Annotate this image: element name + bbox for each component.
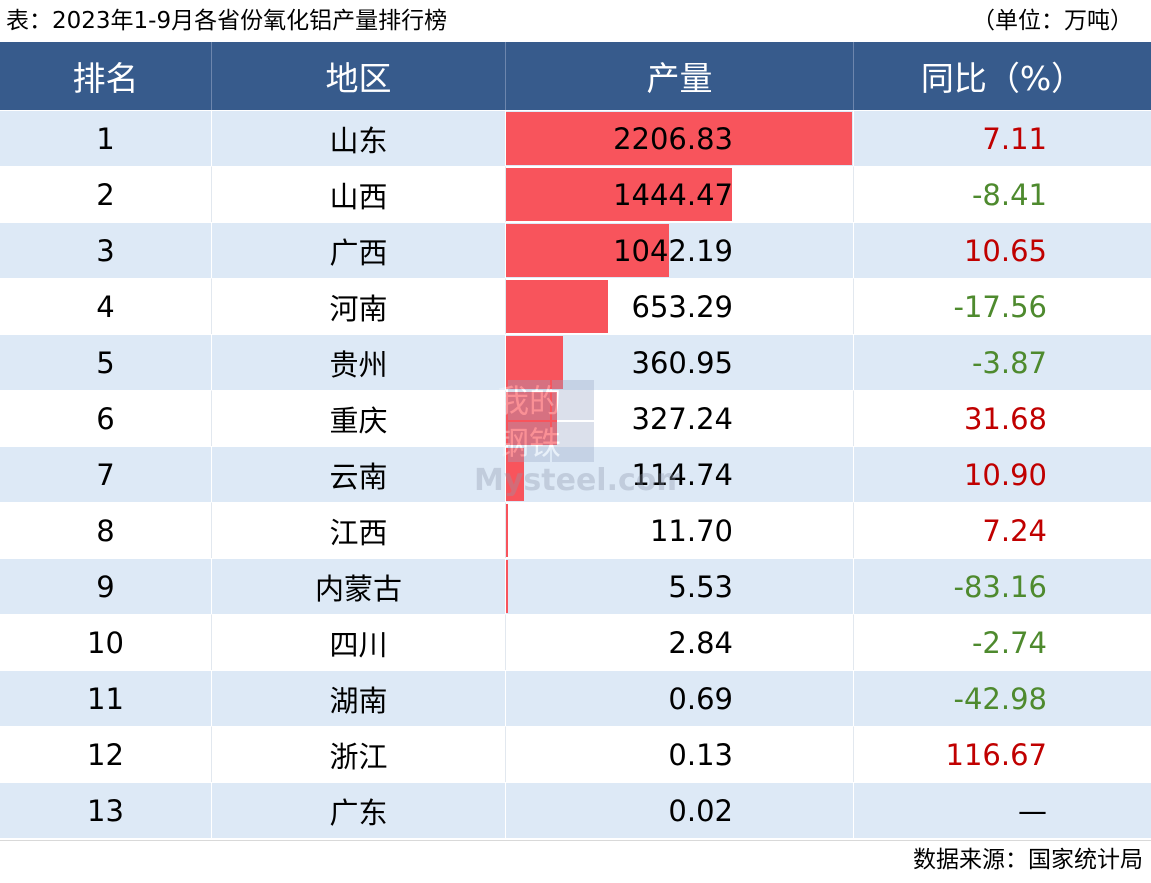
yoy-cell: 116.67 bbox=[854, 726, 1151, 782]
volume-value: 1444.47 bbox=[613, 177, 733, 212]
rank-cell: 9 bbox=[0, 558, 212, 614]
header-rank: 排名 bbox=[0, 42, 212, 110]
volume-bar bbox=[506, 112, 852, 165]
yoy-cell: 7.11 bbox=[854, 110, 1151, 166]
rank-cell: 12 bbox=[0, 726, 212, 782]
yoy-cell: 7.24 bbox=[854, 502, 1151, 558]
rank-cell: 11 bbox=[0, 670, 212, 726]
rank-cell: 1 bbox=[0, 110, 212, 166]
volume-cell: 0.69 bbox=[506, 670, 854, 726]
volume-bar bbox=[506, 392, 558, 445]
table-row: 3 广西 1042.19 10.65 bbox=[0, 222, 1151, 278]
yoy-cell: -42.98 bbox=[854, 670, 1151, 726]
yoy-cell: -17.56 bbox=[854, 278, 1151, 334]
yoy-cell: 10.65 bbox=[854, 222, 1151, 278]
region-cell: 四川 bbox=[212, 614, 506, 670]
volume-value: 0.13 bbox=[668, 737, 733, 772]
volume-bar bbox=[506, 560, 508, 613]
table-row: 6 重庆 327.24 31.68 bbox=[0, 390, 1151, 446]
rank-cell: 3 bbox=[0, 222, 212, 278]
volume-cell: 327.24 bbox=[506, 390, 854, 446]
yoy-cell: -2.74 bbox=[854, 614, 1151, 670]
header-row: 排名 地区 产量 同比（%） bbox=[0, 42, 1151, 110]
header-volume: 产量 bbox=[506, 42, 854, 110]
volume-cell: 5.53 bbox=[506, 558, 854, 614]
volume-cell: 1042.19 bbox=[506, 222, 854, 278]
volume-cell: 0.13 bbox=[506, 726, 854, 782]
volume-bar bbox=[506, 448, 524, 501]
ranking-table: 排名 地区 产量 同比（%） 1 山东 2206.83 7.11 2 山西 1444.47 -… bbox=[0, 42, 1151, 838]
table-row: 12 浙江 0.13 116.67 bbox=[0, 726, 1151, 782]
volume-value: 0.69 bbox=[668, 681, 733, 716]
yoy-cell: 10.90 bbox=[854, 446, 1151, 502]
region-cell: 浙江 bbox=[212, 726, 506, 782]
volume-value: 0.02 bbox=[668, 793, 733, 828]
volume-bar bbox=[506, 504, 508, 557]
rank-cell: 8 bbox=[0, 502, 212, 558]
region-cell: 广东 bbox=[212, 782, 506, 838]
data-source: 数据来源：国家统计局 bbox=[913, 847, 1143, 873]
rank-cell: 7 bbox=[0, 446, 212, 502]
volume-cell: 360.95 bbox=[506, 334, 854, 390]
table-row: 10 四川 2.84 -2.74 bbox=[0, 614, 1151, 670]
table-row: 7 云南 114.74 10.90 bbox=[0, 446, 1151, 502]
table-row: 5 贵州 360.95 -3.87 bbox=[0, 334, 1151, 390]
volume-value: 11.70 bbox=[649, 513, 733, 548]
volume-value: 2.84 bbox=[668, 625, 733, 660]
yoy-cell: -3.87 bbox=[854, 334, 1151, 390]
rank-cell: 5 bbox=[0, 334, 212, 390]
volume-value: 1042.19 bbox=[613, 233, 733, 268]
rank-cell: 10 bbox=[0, 614, 212, 670]
volume-cell: 11.70 bbox=[506, 502, 854, 558]
volume-bar bbox=[506, 224, 670, 277]
region-cell: 山西 bbox=[212, 166, 506, 222]
table-row: 11 湖南 0.69 -42.98 bbox=[0, 670, 1151, 726]
region-cell: 湖南 bbox=[212, 670, 506, 726]
footer-divider bbox=[0, 840, 1151, 841]
table-row: 1 山东 2206.83 7.11 bbox=[0, 110, 1151, 166]
yoy-cell: — bbox=[854, 782, 1151, 838]
region-cell: 江西 bbox=[212, 502, 506, 558]
rank-cell: 6 bbox=[0, 390, 212, 446]
volume-cell: 2206.83 bbox=[506, 110, 854, 166]
table-title: 表：2023年1-9月各省份氧化铝产量排行榜 bbox=[6, 8, 448, 34]
region-cell: 内蒙古 bbox=[212, 558, 506, 614]
region-cell: 贵州 bbox=[212, 334, 506, 390]
volume-cell: 1444.47 bbox=[506, 166, 854, 222]
table-row: 13 广东 0.02 — bbox=[0, 782, 1151, 838]
region-cell: 重庆 bbox=[212, 390, 506, 446]
volume-bar bbox=[506, 336, 563, 389]
volume-cell: 0.02 bbox=[506, 782, 854, 838]
volume-value: 360.95 bbox=[631, 345, 733, 380]
volume-bar bbox=[506, 280, 609, 333]
volume-value: 653.29 bbox=[631, 289, 733, 324]
yoy-cell: -8.41 bbox=[854, 166, 1151, 222]
volume-cell: 653.29 bbox=[506, 278, 854, 334]
rank-cell: 13 bbox=[0, 782, 212, 838]
volume-bar bbox=[506, 168, 733, 221]
region-cell: 河南 bbox=[212, 278, 506, 334]
yoy-cell: -83.16 bbox=[854, 558, 1151, 614]
rank-cell: 2 bbox=[0, 166, 212, 222]
header-yoy: 同比（%） bbox=[854, 42, 1151, 110]
volume-value: 114.74 bbox=[631, 457, 733, 492]
unit-label: （单位：万吨） bbox=[972, 8, 1133, 34]
table-row: 4 河南 653.29 -17.56 bbox=[0, 278, 1151, 334]
table-row: 2 山西 1444.47 -8.41 bbox=[0, 166, 1151, 222]
table-row: 8 江西 11.70 7.24 bbox=[0, 502, 1151, 558]
region-cell: 广西 bbox=[212, 222, 506, 278]
volume-value: 5.53 bbox=[668, 569, 733, 604]
header-region: 地区 bbox=[212, 42, 506, 110]
volume-cell: 2.84 bbox=[506, 614, 854, 670]
volume-value: 2206.83 bbox=[613, 121, 733, 156]
region-cell: 云南 bbox=[212, 446, 506, 502]
table-row: 9 内蒙古 5.53 -83.16 bbox=[0, 558, 1151, 614]
volume-cell: 114.74 bbox=[506, 446, 854, 502]
rank-cell: 4 bbox=[0, 278, 212, 334]
volume-value: 327.24 bbox=[631, 401, 733, 436]
table-body: 1 山东 2206.83 7.11 2 山西 1444.47 -8.41 3 广西 1042.19 1… bbox=[0, 110, 1151, 838]
yoy-cell: 31.68 bbox=[854, 390, 1151, 446]
region-cell: 山东 bbox=[212, 110, 506, 166]
